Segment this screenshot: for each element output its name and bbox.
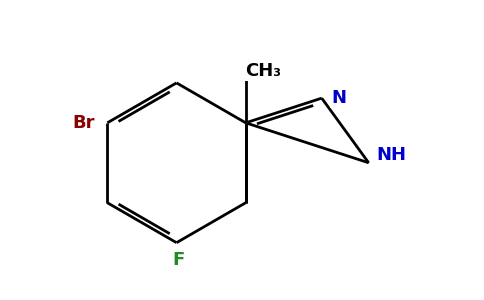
Text: N: N [332, 89, 346, 107]
Text: F: F [172, 251, 184, 269]
Text: CH₃: CH₃ [245, 62, 281, 80]
Text: Br: Br [72, 114, 94, 132]
Text: NH: NH [377, 146, 407, 164]
